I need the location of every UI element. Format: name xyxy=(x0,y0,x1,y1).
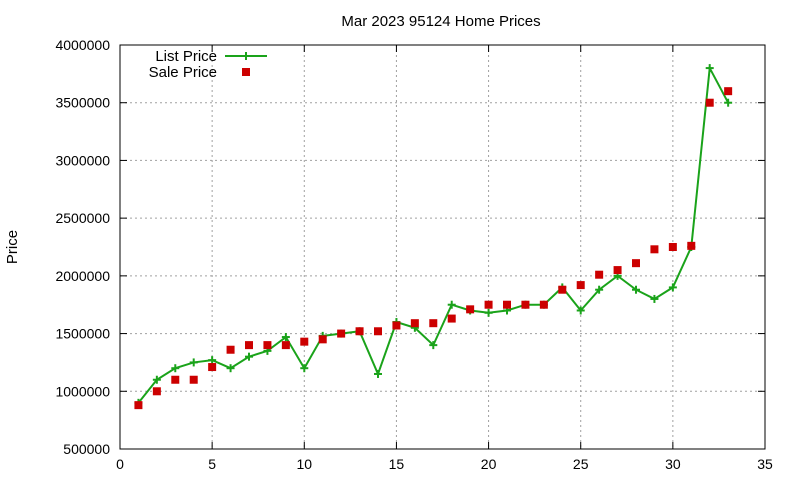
sale-price-point xyxy=(374,327,382,336)
sale-price-point xyxy=(521,300,530,309)
y-tick-label: 2000000 xyxy=(55,268,110,284)
list-price-point xyxy=(208,356,217,365)
list-price-point xyxy=(632,285,640,294)
list-price-point xyxy=(374,369,382,378)
legend-label-list-price: List Price xyxy=(155,48,217,65)
list-price-point xyxy=(447,300,456,309)
y-tick-label: 4000000 xyxy=(55,37,110,53)
sale-price-point xyxy=(355,327,364,336)
sale-price-point xyxy=(208,363,217,372)
sale-price-point xyxy=(539,300,548,309)
plot-frame xyxy=(119,44,766,450)
list-price-point xyxy=(429,341,438,350)
sale-price-point xyxy=(558,285,567,294)
legend-marker-list-price xyxy=(242,52,250,60)
sale-price-point xyxy=(668,243,677,251)
list-price-point xyxy=(152,375,161,384)
y-tick-label: 1500000 xyxy=(55,326,110,342)
sale-price-point xyxy=(595,270,604,279)
list-price-point xyxy=(595,285,604,294)
list-price-point xyxy=(668,283,677,292)
chart-title: Mar 2023 95124 Home Prices xyxy=(341,13,540,30)
list-price-point xyxy=(245,352,253,361)
grid xyxy=(120,45,765,449)
y-tick-label: 500000 xyxy=(63,441,110,457)
x-tick-label: 10 xyxy=(296,456,312,472)
sale-price-point xyxy=(189,375,198,384)
sale-price-point xyxy=(152,387,161,396)
list-price-point xyxy=(281,333,290,342)
x-tick-label: 5 xyxy=(208,456,216,472)
axis-ticks: 0 5 10 15 20 25 30 35 500000 1000000 1500000 200000… xyxy=(55,37,773,472)
sale-price-point xyxy=(576,281,585,290)
sale-price-point xyxy=(337,329,346,338)
y-tick-label: 1000000 xyxy=(55,383,110,399)
y-axis-title: Price xyxy=(4,230,21,264)
sale-price-point xyxy=(226,345,235,354)
legend-label-sale-price: Sale Price xyxy=(149,64,217,81)
x-tick-label: 35 xyxy=(757,456,773,472)
list-price-point xyxy=(189,358,198,367)
sale-price-point xyxy=(687,241,696,250)
sale-price-point xyxy=(281,341,290,350)
y-tick-label: 2500000 xyxy=(55,210,110,226)
sale-price-point xyxy=(503,300,511,309)
legend-swatch-sale-price xyxy=(242,68,250,76)
sale-price-point xyxy=(650,245,659,254)
sale-price-point xyxy=(300,337,309,346)
series xyxy=(134,64,733,410)
list-price-point xyxy=(171,364,180,373)
y-tick-label: 3000000 xyxy=(55,152,110,168)
sale-price-point xyxy=(705,98,714,107)
list-price-point xyxy=(650,294,659,303)
sale-price-point xyxy=(447,314,456,323)
x-tick-label: 0 xyxy=(116,456,124,472)
sale-price-point xyxy=(318,335,327,344)
sale-price-point xyxy=(410,319,419,328)
sale-price-point xyxy=(632,259,640,268)
list-price-point xyxy=(724,98,733,107)
list-price-point xyxy=(576,306,585,315)
sale-price-point xyxy=(392,321,401,330)
sale-price-point xyxy=(466,305,475,314)
x-tick-label: 15 xyxy=(389,456,405,472)
x-tick-label: 25 xyxy=(573,456,589,472)
sale-price-point xyxy=(245,341,253,350)
x-tick-label: 20 xyxy=(481,456,497,472)
list-price-point xyxy=(226,364,235,373)
list-price-point xyxy=(705,64,714,73)
sale-price-point xyxy=(724,87,733,96)
y-tick-label: 3500000 xyxy=(55,95,110,111)
sale-price-point xyxy=(171,375,180,384)
list-price-point xyxy=(300,364,309,373)
sale-price-point xyxy=(263,341,272,350)
sale-price-point xyxy=(134,401,143,410)
list-price-point xyxy=(484,308,493,317)
sale-price-point xyxy=(429,319,438,328)
sale-price-point xyxy=(484,300,493,309)
x-tick-label: 30 xyxy=(665,456,681,472)
sale-price-point xyxy=(613,266,622,275)
